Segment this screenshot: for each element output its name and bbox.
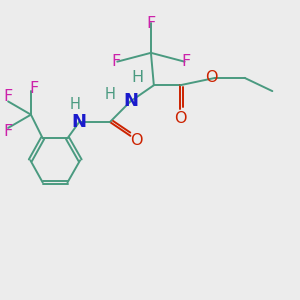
Text: F: F: [29, 81, 38, 96]
Text: F: F: [182, 54, 191, 69]
Text: H: H: [104, 87, 116, 102]
Text: N: N: [123, 92, 138, 110]
Text: F: F: [4, 89, 13, 104]
Text: O: O: [130, 133, 142, 148]
Text: F: F: [146, 16, 155, 31]
Text: O: O: [174, 111, 186, 126]
Text: N: N: [72, 113, 87, 131]
Text: O: O: [205, 70, 217, 86]
Text: F: F: [4, 124, 13, 139]
Text: H: H: [132, 70, 144, 86]
Text: F: F: [111, 54, 120, 69]
Text: H: H: [69, 97, 80, 112]
